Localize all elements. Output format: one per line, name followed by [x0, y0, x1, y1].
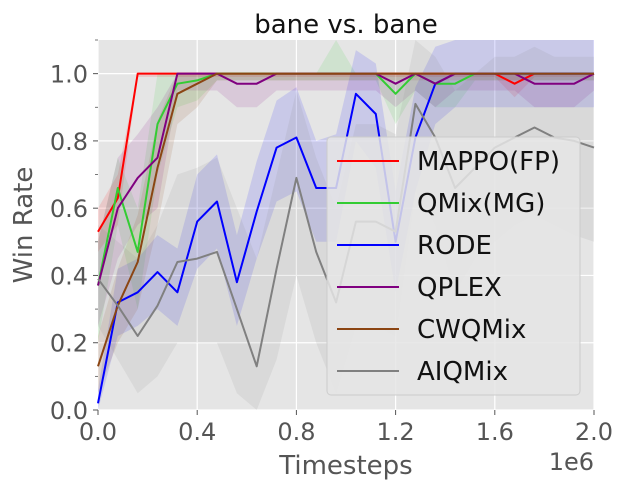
y-axis-ticks: 0.0 0.2 0.4 0.6 0.8 1.0	[50, 39, 98, 425]
line-cwqmix	[97, 72, 594, 367]
legend-label: QMix(MG)	[417, 189, 545, 219]
legend-label: MAPPO(FP)	[417, 147, 560, 177]
legend: MAPPO(FP) QMix(MG) RODE QPLEX CWQMix AIQMix	[326, 136, 581, 396]
x-tick-label: 0.4	[178, 418, 216, 446]
y-tick-label: 0.4	[50, 262, 88, 290]
x-axis-label: Timesteps	[278, 451, 412, 481]
x-tick-label: 2.0	[575, 418, 613, 446]
legend-label: RODE	[417, 231, 492, 261]
y-axis-label: Win Rate	[9, 167, 39, 284]
y-tick-label: 0.8	[50, 128, 88, 156]
legend-box	[326, 136, 581, 396]
x-tick-label: 0.8	[277, 418, 315, 446]
band-qplex	[98, 73, 594, 326]
x-tick-label: 0.0	[79, 418, 117, 446]
legend-label: CWQMix	[417, 315, 526, 345]
y-tick-label: 0.0	[50, 397, 88, 425]
x-tick-label: 1.6	[476, 418, 514, 446]
y-tick-label: 0.6	[50, 195, 88, 223]
x-tick-label: 1.2	[377, 418, 415, 446]
legend-label: AIQMix	[417, 357, 508, 387]
y-tick-label: 0.2	[50, 330, 88, 358]
x-axis-ticks: 0.0 0.4 0.8 1.2 1.6 2.0	[79, 410, 613, 446]
chart-title: bane vs. bane	[254, 10, 438, 40]
legend-label: QPLEX	[417, 273, 502, 303]
x-axis-offset-label: 1e6	[549, 448, 594, 476]
y-tick-label: 1.0	[50, 61, 88, 89]
